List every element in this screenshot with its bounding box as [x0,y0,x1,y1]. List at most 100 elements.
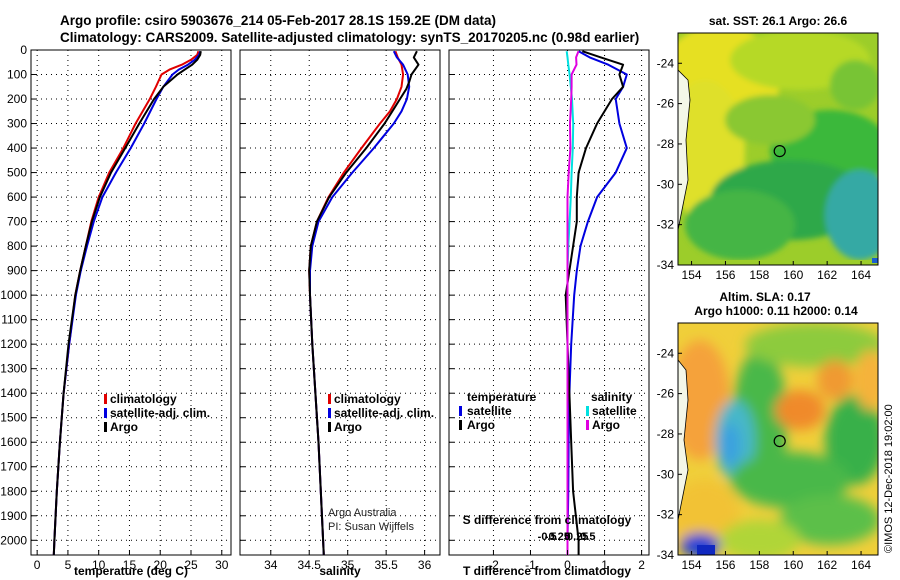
difference-x-ticks: -2 -1 0 1 2 [488,550,645,572]
depth-tick-label: 0 [20,43,27,57]
legend-swatch-satellite [104,408,107,418]
map-lon-label: 158 [749,268,769,282]
difference-series [564,50,628,555]
sla-map-frame [677,322,879,556]
series-line-argo [52,51,202,555]
x-tick-label-difference: -1 [525,558,536,572]
map-lon-label: 164 [851,268,871,282]
map-lat-label: -26 [657,97,675,111]
map-lat-label: -24 [657,346,675,360]
map-lon-label: 156 [715,268,735,282]
depth-tick-label: 1900 [0,509,27,523]
temperature-legend-satellite: satellite-adj. clim. [110,406,210,420]
map-lat-label: -32 [657,508,675,522]
x-tick-label-temperature: 5 [65,558,72,572]
credit-line1: Argo Australia [328,507,397,519]
x-tick-label-temperature: 0 [34,558,41,572]
temperature-legend: climatology satellite-adj. clim. Argo [104,392,210,434]
x-tick-label-salinity: 36 [418,558,432,572]
x-tick-label-difference: 1 [601,558,608,572]
temperature-panel: 0 5 10 15 20 25 30 0 100 200 300 400 500 600 700 800 90… [0,43,232,578]
map-lon-label: 164 [851,558,871,572]
x-tick-label-salinity: 34 [264,558,278,572]
argo-float-marker [773,435,786,448]
map-lon-label: 158 [749,558,769,572]
depth-tick-label: 1000 [0,288,27,302]
sst-map-frame [677,32,879,266]
x-tick-label-difference: -2 [488,558,499,572]
imos-stamp: ©IMOS 12-Dec-2018 19:02:00 [883,404,895,553]
x-tick-label-temperature: 15 [123,558,137,572]
s-difference-axis-title: S difference from climatology [463,513,632,527]
legend-swatch-satellite [328,408,331,418]
depth-tick-label: 400 [7,141,27,155]
map-lon-label: 154 [682,558,702,572]
legend-swatch-s-satellite [586,406,589,416]
argo-float-marker [773,145,786,158]
salinity-series [308,50,420,555]
legend-salinity-title: salinity [591,390,633,404]
sla-map-title2: Argo h1000: 0.11 h2000: 0.14 [694,304,858,318]
map-lat-label: -30 [657,467,675,481]
depth-tick-label: 600 [7,190,27,204]
map-lon-label: 160 [783,558,803,572]
salinity-grid [240,49,440,555]
legend-swatch-argo [328,422,331,432]
map-lon-label: 162 [817,558,837,572]
difference-x-label: T difference from climatology [463,564,631,578]
depth-tick-label: 700 [7,215,27,229]
map-lon-label: 156 [715,558,735,572]
depth-tick-label: 1300 [0,362,27,376]
sst-map-image [678,33,878,265]
legend-swatch-t-argo [459,420,462,430]
legend-swatch-argo [104,422,107,432]
map-lat-label: -32 [657,218,675,232]
depth-tick-label: 200 [7,92,27,106]
series-line-t-satellite [566,50,628,555]
temperature-legend-argo: Argo [110,420,138,434]
depth-tick-label: 1800 [0,484,27,498]
sst-map: sat. SST: 26.1 Argo: 26.6 154 156 158 160 16… [657,14,879,282]
depth-tick-label: 1400 [0,386,27,400]
series-line-t-argo [564,50,625,555]
temperature-x-label: temperature (deg C) [74,564,188,578]
depth-tick-label: 1200 [0,337,27,351]
figure-title-line1: Argo profile: csiro 5903676_214 05-Feb-2… [60,13,496,28]
legend-swatch-climatology [328,394,331,404]
legend-s-satellite: satellite [592,404,637,418]
map-lon-label: 162 [817,268,837,282]
map-lat-label: -28 [657,137,675,151]
map-lon-label: 154 [682,268,702,282]
sla-map-title1: Altim. SLA: 0.17 [719,290,811,304]
x-tick-label-temperature: 30 [215,558,229,572]
salinity-legend-satellite: satellite-adj. clim. [334,406,434,420]
map-lat-label: -24 [657,56,675,70]
x-tick-label-temperature: 20 [154,558,168,572]
difference-legend: temperature satellite Argo salinity sate… [459,390,637,432]
temperature-x-ticks: 0 5 10 15 20 25 30 [34,550,229,572]
x-tick-label-salinity: 34.5 [298,558,322,572]
depth-tick-label: 1700 [0,460,27,474]
temperature-grid [31,49,231,555]
difference-plot-frame [448,49,650,556]
salinity-panel: 34 34.5 35 35.5 36 salinity climatology sate… [239,49,441,578]
map-lat-label: -26 [657,387,675,401]
depth-tick-label: 100 [7,68,27,82]
salinity-x-ticks: 34 34.5 35 35.5 36 [264,550,432,572]
salinity-x-label: salinity [319,564,361,578]
x-tick-label-temperature: 25 [184,558,198,572]
temperature-legend-climatology: climatology [110,392,177,406]
s-tick-label: -0.5 [538,531,557,543]
sst-map-title: sat. SST: 26.1 Argo: 26.6 [709,14,848,28]
map-lon-label: 160 [783,268,803,282]
x-tick-label-difference: 0 [564,558,571,572]
salinity-legend-climatology: climatology [334,392,401,406]
depth-tick-label: 800 [7,239,27,253]
depth-tick-label: 1100 [1,313,27,327]
map-lat-label: -28 [657,427,675,441]
sla-map-ticks: 154 156 158 160 162 164 -24 -26 -28 -30 -32 -34 [657,346,872,572]
series-line-argo [308,50,420,555]
